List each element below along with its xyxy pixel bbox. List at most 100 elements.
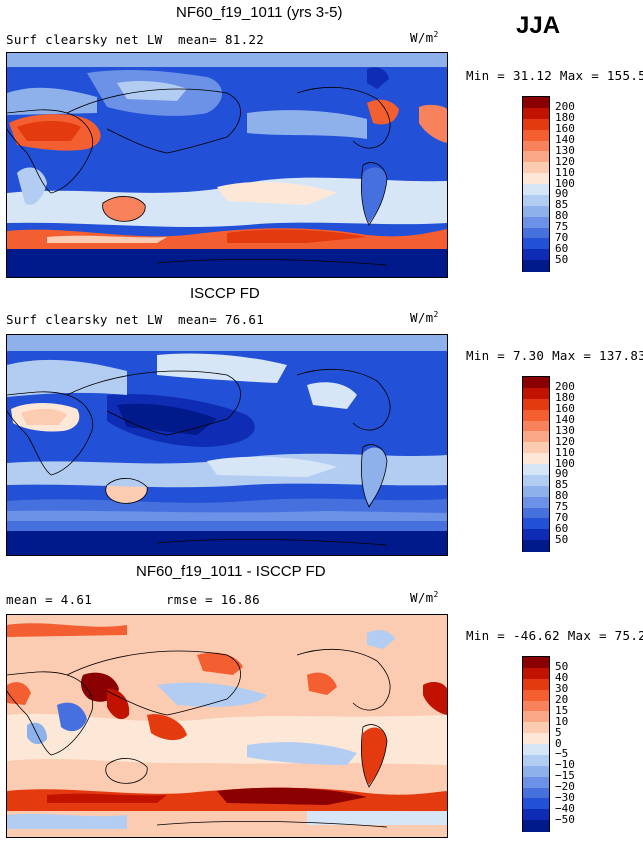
colorbar-swatch: [523, 162, 549, 174]
colorbar-swatch: [523, 787, 549, 799]
colorbar-swatch: [523, 540, 549, 552]
colorbar-level-label: 80: [555, 209, 569, 223]
panel3-minmax: Min = -46.62 Max = 75.26: [466, 628, 643, 643]
colorbar-swatch: [523, 118, 549, 131]
panel1-left-label: Surf clearsky net LW: [6, 32, 163, 47]
colorbar-swatch: [523, 798, 549, 810]
colorbar-swatch: [523, 820, 549, 832]
panel1-map-svg: [7, 53, 447, 277]
colorbar-swatch: [523, 700, 549, 712]
panel2-left-label: Surf clearsky net LW: [6, 312, 163, 327]
colorbar-level-label: 70: [555, 230, 569, 244]
colorbar-swatch: [523, 173, 549, 185]
colorbar-swatch: [523, 431, 549, 443]
colorbar-level-label: 200: [555, 380, 575, 394]
colorbar-level-label: −40: [555, 801, 575, 815]
colorbar-swatch: [523, 529, 549, 541]
colorbar-swatch: [523, 238, 549, 250]
colorbar-swatch: [523, 442, 549, 454]
panel3-map: [6, 614, 448, 838]
colorbar-level-label: 70: [555, 510, 569, 524]
panel2-units: W/m2: [410, 310, 439, 326]
colorbar-swatch: [523, 107, 549, 120]
colorbar-level-label: 160: [555, 122, 575, 136]
colorbar-swatch: [523, 140, 549, 152]
panel3-units: W/m2: [410, 590, 439, 606]
colorbar-level-label: 80: [555, 489, 569, 503]
colorbar-swatch: [523, 474, 549, 487]
panel2-colorbar: [522, 376, 550, 552]
colorbar-level-label: 110: [555, 445, 575, 459]
colorbar-level-label: 30: [555, 682, 569, 696]
panel1-map: [6, 52, 448, 278]
colorbar-swatch: [523, 409, 549, 421]
colorbar-level-label: 180: [555, 111, 575, 125]
season-label: JJA: [516, 12, 561, 39]
colorbar-swatch: [523, 496, 549, 508]
colorbar-level-label: 50: [555, 532, 569, 546]
colorbar-level-label: 15: [555, 703, 569, 717]
colorbar-swatch: [523, 754, 549, 767]
colorbar-swatch: [523, 485, 549, 498]
panel1-minmax: Min = 31.12 Max = 155.58: [466, 68, 643, 83]
colorbar-swatch: [523, 667, 549, 680]
colorbar-swatch: [523, 205, 549, 218]
panel2-mean: mean= 76.61: [178, 312, 265, 327]
panel1-mean: mean= 81.22: [178, 32, 265, 47]
colorbar-level-label: −10: [555, 758, 575, 772]
colorbar-level-label: 85: [555, 198, 569, 212]
colorbar-swatch: [523, 657, 549, 669]
colorbar-level-label: 5: [555, 725, 562, 739]
colorbar-swatch: [523, 377, 549, 389]
colorbar-level-label: 40: [555, 671, 569, 685]
colorbar-level-label: −5: [555, 747, 569, 761]
colorbar-level-label: 50: [555, 660, 569, 674]
colorbar-swatch: [523, 97, 549, 109]
colorbar-level-label: −30: [555, 790, 575, 804]
panel2-minmax: Min = 7.30 Max = 137.83: [466, 348, 643, 363]
panel2-title: ISCCP FD: [190, 285, 260, 302]
colorbar-level-label: 130: [555, 423, 575, 437]
colorbar-level-label: −50: [555, 812, 575, 826]
panel1-title: NF60_f19_1011 (yrs 3-5): [176, 4, 343, 21]
colorbar-level-label: 140: [555, 413, 575, 426]
colorbar-swatch: [523, 387, 549, 400]
colorbar-swatch: [523, 507, 549, 519]
colorbar-level-label: 75: [555, 500, 569, 513]
colorbar-level-label: 10: [555, 714, 569, 728]
colorbar-level-label: 100: [555, 456, 575, 470]
colorbar-level-label: 180: [555, 391, 575, 405]
colorbar-level-label: 120: [555, 154, 575, 168]
colorbar-level-label: 90: [555, 467, 569, 481]
colorbar-swatch: [523, 744, 549, 756]
colorbar-swatch: [523, 464, 549, 476]
colorbar-swatch: [523, 227, 549, 239]
colorbar-swatch: [523, 194, 549, 207]
panel1-colorbar: [522, 96, 550, 272]
colorbar-swatch: [523, 722, 549, 734]
colorbar-level-label: 100: [555, 176, 575, 190]
colorbar-level-label: −20: [555, 780, 575, 793]
colorbar-level-label: 20: [555, 693, 569, 706]
colorbar-level-label: 50: [555, 252, 569, 266]
colorbar-level-label: 110: [555, 165, 575, 179]
colorbar-swatch: [523, 733, 549, 745]
panel3-rmse: rmse = 16.86: [166, 592, 260, 607]
panel3-title: NF60_f19_1011 - ISCCP FD: [136, 563, 326, 580]
colorbar-level-label: 120: [555, 434, 575, 448]
colorbar-level-label: −15: [555, 769, 575, 783]
panel1-units: W/m2: [410, 30, 439, 46]
panel2-map: [6, 334, 448, 556]
panel3-mean: mean = 4.61: [6, 592, 93, 607]
colorbar-level-label: 90: [555, 187, 569, 201]
colorbar-swatch: [523, 809, 549, 821]
colorbar-swatch: [523, 711, 549, 723]
colorbar-swatch: [523, 689, 549, 701]
panel2-map-svg: [7, 335, 447, 555]
colorbar-level-label: 75: [555, 220, 569, 233]
colorbar-swatch: [523, 678, 549, 691]
colorbar-swatch: [523, 453, 549, 465]
colorbar-level-label: 160: [555, 402, 575, 416]
panel3-colorbar: [522, 656, 550, 832]
panel3-map-svg: [7, 615, 447, 837]
